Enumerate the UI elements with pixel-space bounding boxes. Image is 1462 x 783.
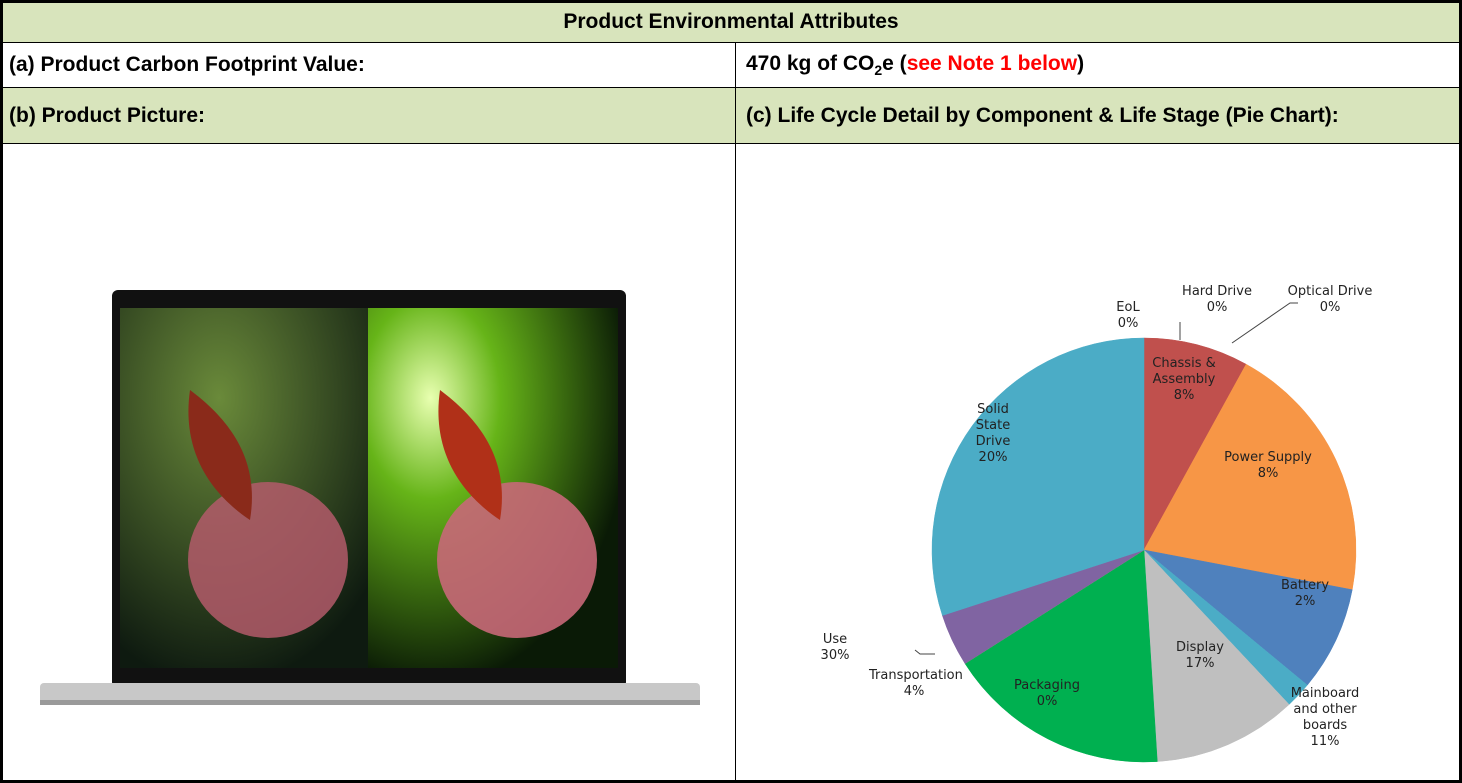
category-label: Chassis & Assembly (1144, 356, 1224, 388)
value-label: 17% (1155, 656, 1245, 672)
category-label: Solid State Drive (963, 402, 1023, 450)
category-label: Battery (1250, 578, 1360, 594)
category-label: Optical Drive (1275, 284, 1385, 300)
value-label: 0% (1172, 300, 1262, 316)
category-label: Use (780, 632, 890, 648)
category-label: Packaging (1012, 678, 1082, 694)
value-label: 0% (1098, 316, 1158, 332)
value-label: 0% (1012, 694, 1082, 710)
value-label: 8% (1144, 388, 1224, 404)
category-label: Transportation (869, 668, 959, 684)
laptop-picture (40, 290, 700, 705)
value-label: 8% (1198, 466, 1338, 482)
category-label: Display (1155, 640, 1245, 656)
laptop-base-edge (40, 700, 700, 705)
category-label: EoL (1098, 300, 1158, 316)
leader-line (915, 650, 935, 654)
category-label: Hard Drive (1172, 284, 1262, 300)
jellyfish (437, 482, 597, 638)
category-label: Mainboard and other boards (1290, 686, 1360, 734)
value-label: 30% (780, 648, 890, 664)
category-label: Power Supply (1198, 450, 1338, 466)
page: Product Environmental Attributes (a) Pro… (0, 0, 1462, 783)
value-label: 20% (963, 450, 1023, 466)
value-label: 4% (869, 684, 959, 700)
value-label: 0% (1275, 300, 1385, 316)
value-label: 2% (1250, 594, 1360, 610)
jellyfish (188, 482, 348, 638)
value-label: 11% (1290, 734, 1360, 750)
